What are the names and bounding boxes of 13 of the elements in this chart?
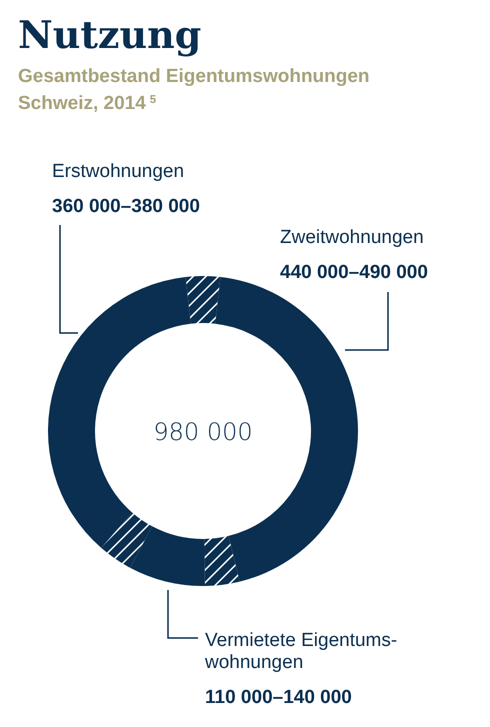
slice-label: Zweitwohnungen <box>280 227 424 248</box>
text: 440 000–490 000 <box>280 262 428 283</box>
donut-slice <box>204 536 240 586</box>
text: 360 000–380 000 <box>52 196 200 217</box>
text: 110 000–140 000 <box>205 687 352 708</box>
slice-label: Vermietete Eigentums- wohnungen <box>204 630 398 673</box>
donut-slice <box>101 512 152 568</box>
chart-subtitle: Gesamtbestand Eigentumswohnungen Schweiz, 2014$^{5}$ <box>18 66 370 114</box>
donut-slice <box>130 526 205 586</box>
chart-title: Nutzung <box>18 12 202 57</box>
slice-label: Erstwohnungen <box>52 161 184 182</box>
donut-slice <box>186 276 220 324</box>
text: 980 000 <box>153 418 253 446</box>
